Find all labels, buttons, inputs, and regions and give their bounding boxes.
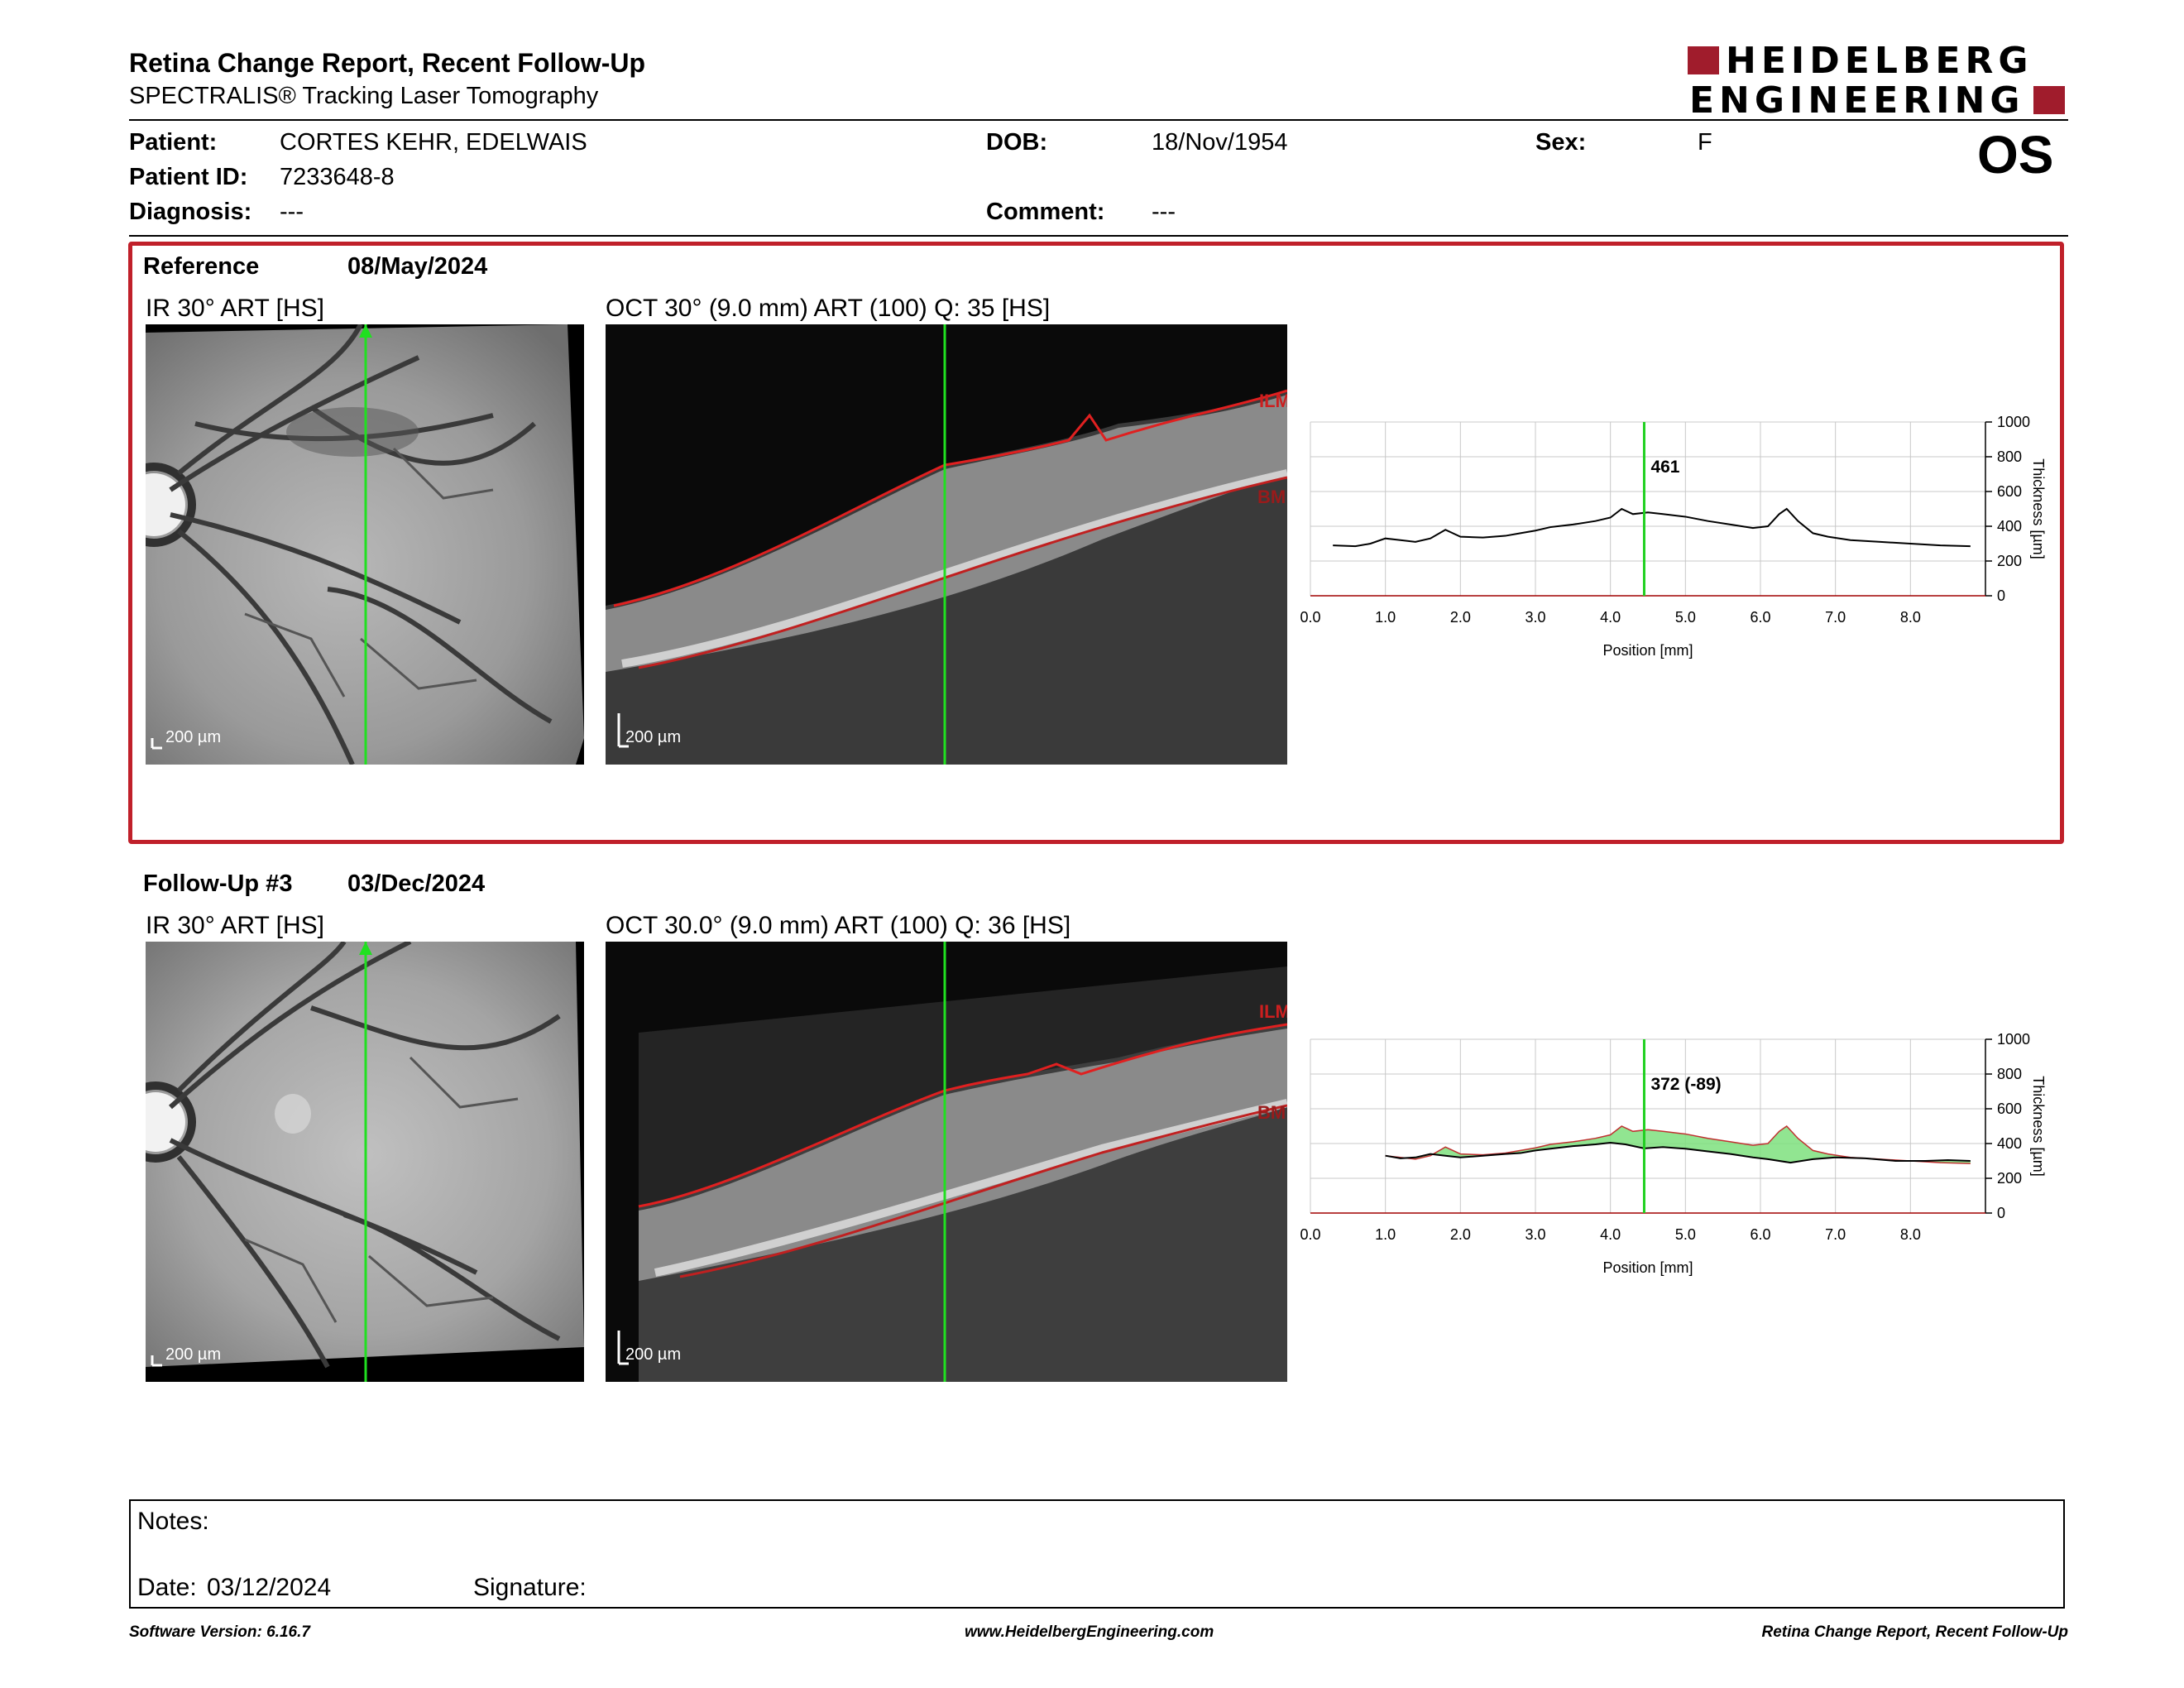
sex-value: F — [1698, 129, 1712, 156]
patient-divider — [129, 235, 2068, 237]
cursor-value: 372 (-89) — [1650, 1075, 1721, 1094]
y-tick-label: 200 — [1997, 553, 2022, 569]
x-axis-label: Position [mm] — [1602, 642, 1693, 659]
report-title: Retina Change Report, Recent Follow-Up — [129, 48, 646, 78]
comment-value: --- — [1152, 199, 1176, 225]
header-divider — [129, 119, 2068, 121]
reference-oct-image[interactable]: ILM BM 200 µm — [606, 324, 1287, 765]
followup-label: Follow-Up #3 — [143, 870, 293, 897]
x-tick-label: 7.0 — [1825, 609, 1846, 626]
x-tick-label: 4.0 — [1600, 1226, 1621, 1243]
followup-oct-image[interactable]: ILM BM 200 µm — [606, 942, 1287, 1382]
patient-label: Patient: — [129, 129, 218, 156]
logo-line2: ENGINEERING — [1689, 79, 2025, 122]
y-tick-label: 200 — [1997, 1170, 2022, 1187]
followup-ir-image[interactable]: 200 µm — [146, 942, 584, 1382]
signature-label: Signature: — [473, 1574, 587, 1601]
cursor-value: 461 — [1650, 458, 1679, 477]
x-tick-label: 3.0 — [1525, 609, 1545, 626]
x-axis-label: Position [mm] — [1602, 1259, 1693, 1276]
followup-ilm-label: ILM — [1259, 1001, 1287, 1022]
y-axis-label: Thickness [µm] — [2030, 458, 2047, 559]
x-tick-label: 8.0 — [1900, 1226, 1921, 1243]
eye-indicator: OS — [1977, 125, 2054, 185]
reference-ilm-label: ILM — [1259, 391, 1287, 411]
followup-ir-title: IR 30° ART [HS] — [146, 912, 324, 939]
y-tick-label: 400 — [1997, 1135, 2022, 1152]
notes-box[interactable]: Notes: Date: 03/12/2024 Signature: — [129, 1499, 2065, 1609]
x-tick-label: 8.0 — [1900, 609, 1921, 626]
x-tick-label: 4.0 — [1600, 609, 1621, 626]
diagnosis-value: --- — [280, 199, 304, 225]
report-subtitle: SPECTRALIS® Tracking Laser Tomography — [129, 83, 599, 109]
notes-date: 03/12/2024 — [207, 1574, 332, 1601]
difference-area — [1385, 1126, 1971, 1164]
logo-square-icon — [1688, 46, 1719, 74]
logo-line1: HEIDELBERG — [1726, 40, 2033, 82]
reference-label: Reference — [143, 253, 260, 280]
y-tick-label: 1000 — [1997, 1031, 2030, 1048]
followup-ir-scale: 200 µm — [165, 1345, 222, 1364]
footer-report: Retina Change Report, Recent Follow-Up — [1761, 1623, 2068, 1641]
reference-ir-scale: 200 µm — [165, 728, 222, 746]
dob-value: 18/Nov/1954 — [1152, 129, 1288, 156]
patient-id-label: Patient ID: — [129, 164, 248, 190]
date-label: Date: — [137, 1574, 197, 1601]
y-tick-label: 1000 — [1997, 414, 2030, 430]
thickness-line — [1333, 507, 1971, 548]
logo-square-icon — [2033, 86, 2065, 114]
notes-label: Notes: — [137, 1508, 209, 1535]
reference-date: 08/May/2024 — [347, 253, 488, 280]
y-tick-label: 0 — [1997, 587, 2005, 604]
x-tick-label: 5.0 — [1675, 609, 1696, 626]
x-tick-label: 3.0 — [1525, 1226, 1545, 1243]
followup-date: 03/Dec/2024 — [347, 870, 486, 897]
reference-ir-image[interactable]: 200 µm — [146, 324, 584, 765]
followup-bm-label: BM — [1257, 1102, 1286, 1123]
x-tick-label: 7.0 — [1825, 1226, 1846, 1243]
patient-name: CORTES KEHR, EDELWAIS — [280, 129, 587, 156]
footer-website[interactable]: www.HeidelbergEngineering.com — [965, 1623, 1214, 1641]
followup-line — [1385, 1141, 1971, 1164]
sex-label: Sex: — [1535, 129, 1587, 156]
followup-oct-title: OCT 30.0° (9.0 mm) ART (100) Q: 36 [HS] — [606, 912, 1071, 939]
y-tick-label: 600 — [1997, 1101, 2022, 1117]
patient-id: 7233648-8 — [280, 164, 395, 190]
heidelberg-logo: HEIDELBERG ENGINEERING — [1688, 43, 2068, 119]
x-tick-label: 1.0 — [1375, 1226, 1396, 1243]
x-tick-label: 2.0 — [1450, 609, 1471, 626]
reference-oct-title: OCT 30° (9.0 mm) ART (100) Q: 35 [HS] — [606, 295, 1051, 322]
y-tick-label: 800 — [1997, 448, 2022, 465]
reference-oct-scale: 200 µm — [625, 728, 682, 746]
reference-ir-title: IR 30° ART [HS] — [146, 295, 324, 322]
x-tick-label: 6.0 — [1750, 1226, 1770, 1243]
dob-label: DOB: — [986, 129, 1048, 156]
x-tick-label: 1.0 — [1375, 609, 1396, 626]
reference-thickness-chart: 0 200 400 600 800 1000 0.0 1.0 2.0 3.0 4.0 5.0 6.0 7.… — [1300, 414, 2047, 659]
y-tick-label: 800 — [1997, 1066, 2022, 1082]
y-tick-label: 0 — [1997, 1205, 2005, 1221]
comment-label: Comment: — [986, 199, 1105, 225]
reference-bm-label: BM — [1257, 487, 1286, 507]
x-tick-label: 0.0 — [1300, 1226, 1320, 1243]
x-tick-label: 5.0 — [1675, 1226, 1696, 1243]
footer-software: Software Version: 6.16.7 — [129, 1623, 310, 1641]
x-tick-label: 2.0 — [1450, 1226, 1471, 1243]
y-axis-label: Thickness [µm] — [2030, 1076, 2047, 1176]
followup-thickness-chart: 0 200 400 600 800 1000 0.0 1.0 2.0 3.0 4.0 5.0 6.0 7.… — [1300, 1031, 2047, 1276]
diagnosis-label: Diagnosis: — [129, 199, 252, 225]
reference-frame — [128, 242, 2064, 844]
y-tick-label: 400 — [1997, 518, 2022, 535]
reference-line — [1385, 1125, 1971, 1164]
x-tick-label: 6.0 — [1750, 609, 1770, 626]
x-tick-label: 0.0 — [1300, 609, 1320, 626]
y-tick-label: 600 — [1997, 483, 2022, 500]
followup-oct-scale: 200 µm — [625, 1345, 682, 1364]
